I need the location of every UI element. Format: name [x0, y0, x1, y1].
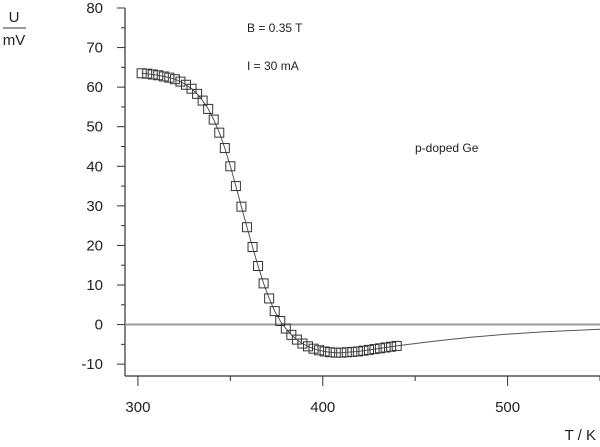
data-point	[236, 201, 247, 212]
data-point	[219, 143, 230, 154]
data-point	[258, 278, 269, 289]
data-point	[180, 79, 191, 90]
data-point	[208, 114, 219, 125]
data-point	[241, 222, 252, 233]
y-axis-label-top: U	[9, 9, 20, 26]
data-point	[269, 306, 280, 317]
data-point	[380, 342, 391, 353]
data-point	[302, 341, 313, 352]
data-point	[358, 345, 369, 356]
data-point	[325, 347, 336, 358]
data-point	[147, 69, 158, 80]
y-tick-label: 60	[86, 79, 103, 96]
data-point	[314, 345, 325, 356]
data-point	[142, 68, 153, 79]
data-point	[192, 88, 203, 99]
y-tick-label: 0	[95, 317, 103, 334]
extrapolated-curve	[396, 328, 600, 347]
y-tick-label: 10	[86, 277, 103, 294]
data-point	[203, 103, 214, 114]
y-tick-label: 50	[86, 119, 103, 136]
data-point	[186, 83, 197, 94]
data-point	[375, 343, 386, 354]
data-point	[386, 341, 397, 352]
data-point	[158, 71, 169, 82]
data-point	[330, 347, 341, 358]
measurement-curve	[141, 72, 397, 354]
axes	[124, 8, 600, 377]
data-point	[136, 68, 147, 79]
x-tick-label: 500	[495, 399, 520, 416]
data-point	[275, 315, 286, 326]
y-ticks: -10 0 10 20 30 40 50 60 70 80	[81, 0, 125, 373]
data-point	[214, 127, 225, 138]
data-point	[336, 347, 347, 358]
y-tick-label: 70	[86, 40, 103, 57]
data-point	[347, 346, 358, 357]
x-ticks: 300 400 500	[125, 376, 600, 416]
data-point	[169, 74, 180, 85]
data-point	[225, 161, 236, 172]
data-point	[153, 70, 164, 81]
data-point	[369, 344, 380, 355]
annotation-material: p-doped Ge	[415, 141, 479, 155]
data-point	[363, 344, 374, 355]
data-point	[352, 346, 363, 357]
data-point	[253, 260, 264, 271]
data-point	[297, 338, 308, 349]
data-point	[197, 95, 208, 106]
y-tick-label: -10	[81, 356, 103, 373]
data-point	[175, 76, 186, 87]
annotation-field: B = 0.35 T	[247, 21, 303, 35]
annotation-current: I = 30 mA	[247, 59, 299, 73]
x-tick-label: 400	[310, 399, 335, 416]
x-tick-label: 300	[125, 399, 150, 416]
data-point	[391, 340, 402, 351]
data-point	[308, 343, 319, 354]
data-point	[319, 346, 330, 357]
y-tick-label: 80	[86, 0, 103, 17]
data-point	[291, 334, 302, 345]
x-axis-label: T / K	[565, 427, 596, 444]
series-layer	[136, 68, 600, 358]
y-tick-label: 40	[86, 158, 103, 175]
data-point	[280, 323, 291, 334]
y-tick-label: 20	[86, 237, 103, 254]
y-axis-label-bottom: mV	[3, 32, 26, 49]
data-point	[247, 242, 258, 253]
data-point	[164, 72, 175, 83]
data-point	[230, 181, 241, 192]
data-point	[264, 293, 275, 304]
data-point	[341, 347, 352, 358]
y-tick-label: 30	[86, 198, 103, 215]
